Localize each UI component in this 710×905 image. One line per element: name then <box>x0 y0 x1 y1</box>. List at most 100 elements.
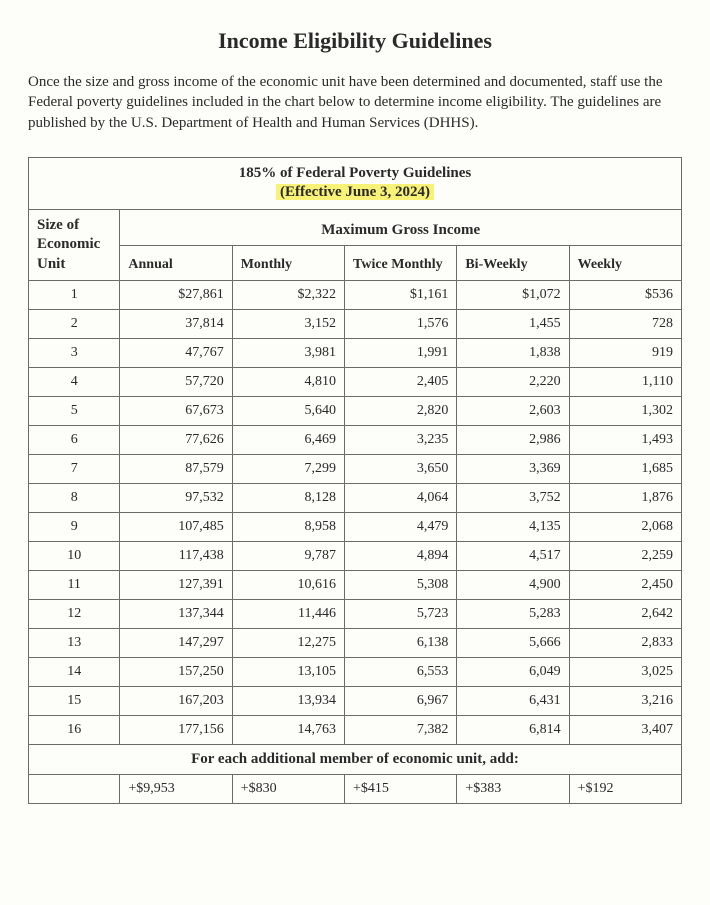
bi-weekly-cell: $1,072 <box>457 281 569 310</box>
annual-cell: 177,156 <box>120 716 232 745</box>
col-header-twice-monthly: Twice Monthly <box>345 245 457 281</box>
annual-cell: 157,250 <box>120 658 232 687</box>
table-row: 11127,39110,6165,3084,9002,450 <box>29 571 682 600</box>
size-cell: 12 <box>29 600 120 629</box>
col-header-bi-weekly: Bi-Weekly <box>457 245 569 281</box>
weekly-cell: 1,876 <box>569 484 681 513</box>
bi-weekly-cell: 1,838 <box>457 339 569 368</box>
additional-twice-monthly: +$415 <box>345 775 457 804</box>
monthly-cell: 12,275 <box>232 629 344 658</box>
bi-weekly-cell: 2,986 <box>457 426 569 455</box>
table-row: 1$27,861$2,322$1,161$1,072$536 <box>29 281 682 310</box>
col-header-weekly: Weekly <box>569 245 681 281</box>
table-title-line1: 185% of Federal Poverty Guidelines <box>239 165 471 181</box>
weekly-cell: 2,259 <box>569 542 681 571</box>
weekly-cell: 1,685 <box>569 455 681 484</box>
table-row: 13147,29712,2756,1385,6662,833 <box>29 629 682 658</box>
size-cell: 8 <box>29 484 120 513</box>
annual-cell: 37,814 <box>120 310 232 339</box>
annual-cell: $27,861 <box>120 281 232 310</box>
monthly-cell: 13,934 <box>232 687 344 716</box>
annual-cell: 137,344 <box>120 600 232 629</box>
additional-member-label: For each additional member of economic u… <box>29 745 682 775</box>
table-row: 10117,4389,7874,8944,5172,259 <box>29 542 682 571</box>
twice-monthly-cell: 5,723 <box>345 600 457 629</box>
income-guidelines-table: 185% of Federal Poverty Guidelines (Effe… <box>28 157 682 805</box>
table-row: 347,7673,9811,9911,838919 <box>29 339 682 368</box>
twice-monthly-cell: 4,894 <box>345 542 457 571</box>
bi-weekly-cell: 4,517 <box>457 542 569 571</box>
weekly-cell: 3,407 <box>569 716 681 745</box>
twice-monthly-cell: 1,991 <box>345 339 457 368</box>
size-header: Size of Economic Unit <box>29 209 120 281</box>
monthly-cell: 4,810 <box>232 368 344 397</box>
page-title: Income Eligibility Guidelines <box>28 28 682 54</box>
bi-weekly-cell: 6,814 <box>457 716 569 745</box>
bi-weekly-cell: 2,603 <box>457 397 569 426</box>
twice-monthly-cell: 2,820 <box>345 397 457 426</box>
additional-member-row: +$9,953 +$830 +$415 +$383 +$192 <box>29 775 682 804</box>
twice-monthly-cell: 2,405 <box>345 368 457 397</box>
max-gross-income-header: Maximum Gross Income <box>120 209 682 245</box>
size-cell: 13 <box>29 629 120 658</box>
annual-cell: 117,438 <box>120 542 232 571</box>
monthly-cell: 10,616 <box>232 571 344 600</box>
annual-cell: 77,626 <box>120 426 232 455</box>
monthly-cell: $2,322 <box>232 281 344 310</box>
weekly-cell: 2,833 <box>569 629 681 658</box>
table-row: 15167,20313,9346,9676,4313,216 <box>29 687 682 716</box>
twice-monthly-cell: 4,064 <box>345 484 457 513</box>
col-header-annual: Annual <box>120 245 232 281</box>
twice-monthly-cell: 7,382 <box>345 716 457 745</box>
additional-bi-weekly: +$383 <box>457 775 569 804</box>
table-row: 787,5797,2993,6503,3691,685 <box>29 455 682 484</box>
bi-weekly-cell: 5,283 <box>457 600 569 629</box>
bi-weekly-cell: 6,049 <box>457 658 569 687</box>
size-cell: 2 <box>29 310 120 339</box>
table-row: 12137,34411,4465,7235,2832,642 <box>29 600 682 629</box>
size-cell: 15 <box>29 687 120 716</box>
weekly-cell: 3,216 <box>569 687 681 716</box>
annual-cell: 87,579 <box>120 455 232 484</box>
additional-weekly: +$192 <box>569 775 681 804</box>
monthly-cell: 9,787 <box>232 542 344 571</box>
bi-weekly-cell: 1,455 <box>457 310 569 339</box>
table-row: 567,6735,6402,8202,6031,302 <box>29 397 682 426</box>
weekly-cell: 728 <box>569 310 681 339</box>
annual-cell: 67,673 <box>120 397 232 426</box>
weekly-cell: 1,110 <box>569 368 681 397</box>
annual-cell: 57,720 <box>120 368 232 397</box>
twice-monthly-cell: 3,235 <box>345 426 457 455</box>
bi-weekly-cell: 4,135 <box>457 513 569 542</box>
table-row: 457,7204,8102,4052,2201,110 <box>29 368 682 397</box>
table-row: 9107,4858,9584,4794,1352,068 <box>29 513 682 542</box>
annual-cell: 147,297 <box>120 629 232 658</box>
twice-monthly-cell: 5,308 <box>345 571 457 600</box>
size-cell: 7 <box>29 455 120 484</box>
monthly-cell: 11,446 <box>232 600 344 629</box>
size-cell: 16 <box>29 716 120 745</box>
annual-cell: 167,203 <box>120 687 232 716</box>
twice-monthly-cell: 6,967 <box>345 687 457 716</box>
monthly-cell: 7,299 <box>232 455 344 484</box>
size-cell: 6 <box>29 426 120 455</box>
bi-weekly-cell: 5,666 <box>457 629 569 658</box>
weekly-cell: 1,302 <box>569 397 681 426</box>
monthly-cell: 3,981 <box>232 339 344 368</box>
weekly-cell: 1,493 <box>569 426 681 455</box>
monthly-cell: 8,128 <box>232 484 344 513</box>
size-cell: 3 <box>29 339 120 368</box>
table-row: 897,5328,1284,0643,7521,876 <box>29 484 682 513</box>
table-row: 237,8143,1521,5761,455728 <box>29 310 682 339</box>
table-row: 14157,25013,1056,5536,0493,025 <box>29 658 682 687</box>
monthly-cell: 14,763 <box>232 716 344 745</box>
twice-monthly-cell: 4,479 <box>345 513 457 542</box>
weekly-cell: 919 <box>569 339 681 368</box>
monthly-cell: 5,640 <box>232 397 344 426</box>
table-title: 185% of Federal Poverty Guidelines (Effe… <box>29 157 682 209</box>
annual-cell: 97,532 <box>120 484 232 513</box>
monthly-cell: 13,105 <box>232 658 344 687</box>
bi-weekly-cell: 3,752 <box>457 484 569 513</box>
twice-monthly-cell: 3,650 <box>345 455 457 484</box>
weekly-cell: $536 <box>569 281 681 310</box>
